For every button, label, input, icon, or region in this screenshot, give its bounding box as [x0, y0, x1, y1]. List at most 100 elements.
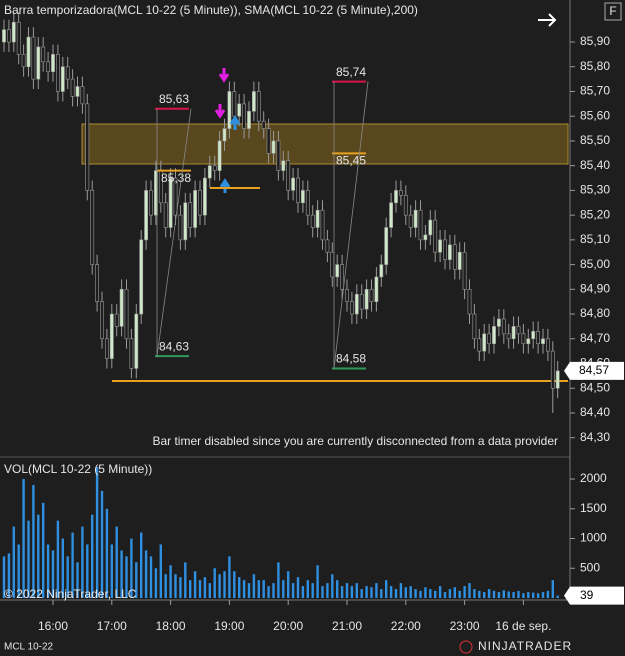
button-label[interactable]: F — [609, 4, 616, 18]
volume-bar — [252, 574, 256, 598]
y-tick-label: 84,30 — [580, 430, 610, 444]
volume-bar — [267, 586, 270, 598]
volume-bar — [404, 587, 407, 598]
candle-body — [232, 91, 237, 117]
annotation-label: 85,63 — [159, 92, 189, 106]
volume-bar — [409, 586, 412, 598]
x-tick-label: 19:00 — [214, 619, 244, 633]
volume-bar — [228, 556, 231, 598]
candle-body — [129, 338, 134, 369]
candle-body — [119, 289, 124, 327]
volume-bar — [135, 562, 138, 598]
volume-bar — [517, 590, 520, 598]
candle-body — [340, 264, 345, 290]
volume-bar — [532, 592, 535, 598]
volume-bar — [419, 590, 422, 598]
candle-body — [330, 251, 335, 278]
y-tick-label: 2000 — [580, 471, 607, 485]
measure-line — [156, 108, 192, 357]
volume-bar — [164, 574, 167, 598]
candle-body — [21, 54, 26, 68]
x-tick-label: 17:00 — [97, 619, 127, 633]
candle-body — [124, 289, 129, 340]
price-panel — [2, 12, 560, 413]
candle-body — [65, 66, 70, 80]
volume-bar — [144, 550, 148, 598]
volume-bar — [76, 562, 79, 598]
y-tick-label: 84,80 — [580, 306, 610, 320]
price-marker — [564, 361, 624, 380]
candle-body — [163, 202, 168, 228]
volume-bar — [86, 544, 89, 598]
candle-body — [41, 46, 46, 63]
candle-body — [85, 103, 90, 191]
volume-bar — [546, 590, 550, 598]
candle-body — [105, 338, 109, 359]
volume-bar — [375, 583, 378, 598]
candle-body — [183, 202, 188, 241]
y-tick-label: 84,70 — [580, 331, 610, 345]
volume-bar — [105, 508, 109, 598]
y-tick-label: 85,50 — [580, 133, 610, 147]
candle-body — [46, 61, 51, 73]
candle-body — [222, 128, 227, 142]
candle-body — [296, 177, 300, 204]
candle-body — [7, 29, 11, 43]
button[interactable] — [604, 2, 622, 21]
candle-body — [457, 251, 462, 270]
volume-bar — [233, 571, 236, 598]
volume-bar — [95, 467, 99, 598]
x-tick-label: 16:00 — [38, 619, 68, 633]
volume-bar — [198, 580, 202, 598]
volume-bar — [287, 571, 290, 598]
candle-body — [516, 326, 521, 335]
volume-bar — [174, 574, 177, 598]
candle-body — [114, 313, 119, 327]
candle-body — [70, 78, 75, 97]
annotation-label: 85,45 — [336, 153, 366, 167]
candle-body — [237, 103, 242, 117]
candle-body — [139, 239, 144, 315]
volume-bar — [512, 592, 515, 598]
sell-marker — [218, 68, 230, 83]
volume-bar — [438, 586, 442, 598]
volume-bar — [473, 589, 476, 598]
candle-body — [335, 264, 340, 278]
candle-body — [418, 209, 423, 241]
volume-bar — [223, 571, 226, 598]
sell-marker — [214, 104, 226, 119]
volume-bar — [203, 577, 207, 598]
arrow-icon[interactable] — [538, 13, 557, 27]
candle-body — [80, 86, 85, 105]
volume-bar — [463, 586, 466, 598]
volume-bar — [115, 526, 118, 598]
volume-bar — [478, 590, 481, 598]
x-tick-label: 20:00 — [273, 619, 303, 633]
volume-bar — [316, 565, 319, 598]
volume-bar — [360, 589, 363, 598]
candle-body — [555, 370, 560, 389]
volume-bar — [37, 514, 40, 598]
chart-title: Barra temporizadora(MCL 10-22 (5 Minute)… — [4, 3, 418, 17]
candle-body — [242, 103, 247, 129]
volume-bar — [184, 562, 187, 598]
volume-marker-label: 39 — [580, 588, 594, 602]
volume-bar — [208, 583, 211, 598]
candle-body — [403, 195, 408, 216]
copyright: © 2022 NinjaTrader, LLC — [4, 587, 137, 601]
candle-body — [492, 326, 496, 345]
y-tick-label: 84,90 — [580, 281, 610, 295]
volume-bar — [536, 593, 540, 598]
volume-bar — [399, 583, 403, 598]
candle-body — [550, 350, 555, 389]
volume-bar — [218, 574, 221, 598]
volume-bar — [370, 587, 373, 598]
y-tick-label: 84,40 — [580, 405, 610, 419]
volume-bar — [100, 490, 104, 598]
volume-bar — [189, 580, 192, 598]
y-tick-label: 85,70 — [580, 84, 610, 98]
volume-bar — [424, 587, 427, 598]
candle-body — [433, 219, 438, 253]
volume-title: VOL(MCL 10-22 (5 Minute)) — [4, 462, 152, 476]
candle-body — [16, 21, 21, 55]
